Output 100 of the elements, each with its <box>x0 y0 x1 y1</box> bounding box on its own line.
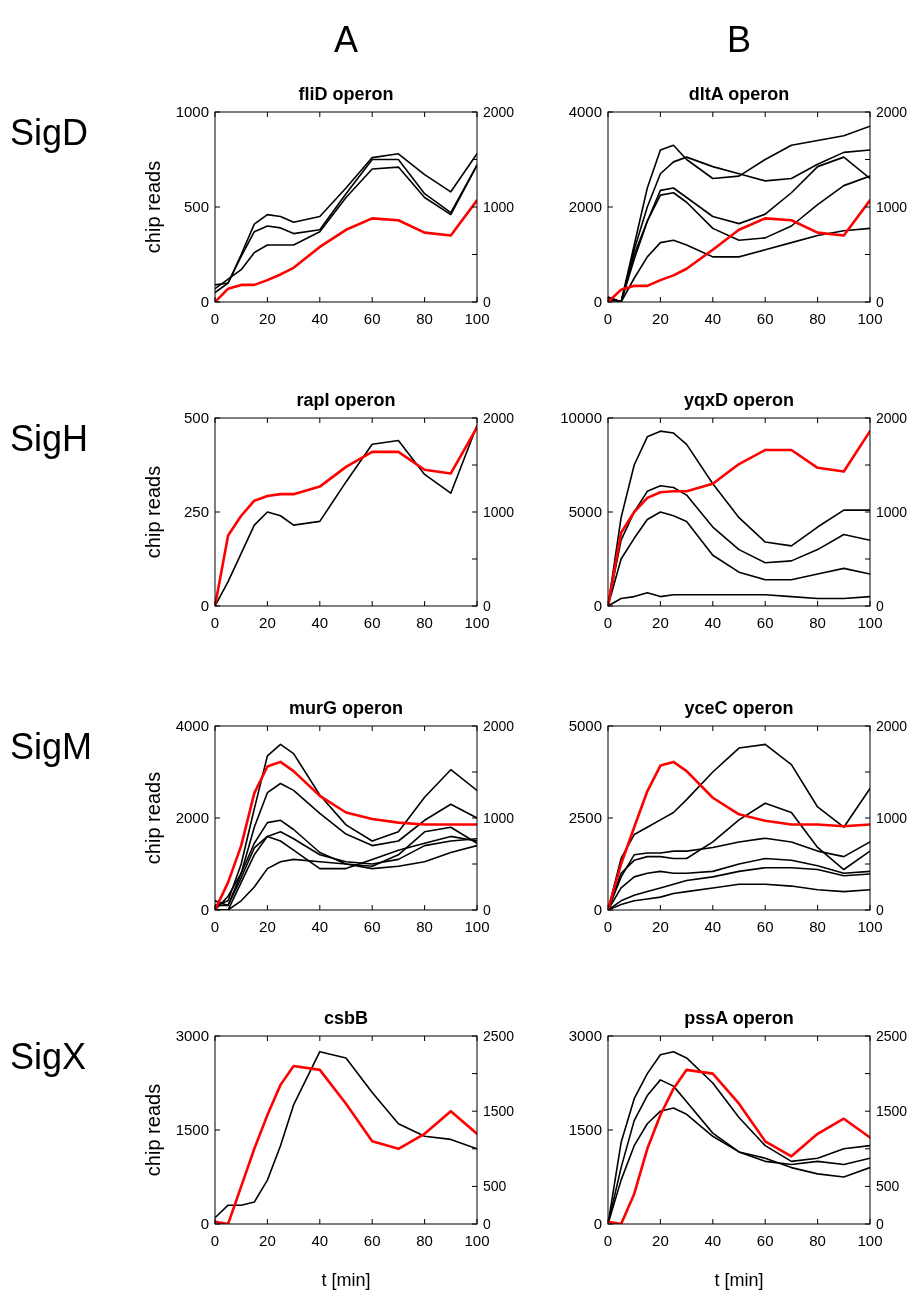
y2-tick-label: 1000 <box>483 199 515 215</box>
x-tick-label: 40 <box>704 614 722 631</box>
x-axis-title: t [min] <box>714 1270 764 1290</box>
x-tick-label: 100 <box>464 614 490 631</box>
text: A <box>333 19 359 60</box>
y-tick-label: 2000 <box>175 809 209 826</box>
text: SigD <box>10 112 89 153</box>
y-tick-label: 0 <box>593 1215 602 1232</box>
chart-title: dltA operon <box>688 84 790 104</box>
x-tick-label: 60 <box>363 614 381 631</box>
y-tick-label: 5000 <box>568 503 602 520</box>
x-tick-label: 80 <box>809 614 826 631</box>
text: SigH <box>10 418 89 459</box>
chart-title: murG operon <box>288 698 404 718</box>
chart-title: fliD operon <box>298 84 394 104</box>
y2-tick-label: 2000 <box>483 104 515 120</box>
y2-tick-label: 1000 <box>483 504 515 520</box>
y-tick-label: 3000 <box>568 1027 602 1044</box>
y2-tick-label: 0 <box>876 598 884 614</box>
x-tick-label: 20 <box>259 614 276 631</box>
chart-title: pssA operon <box>684 1008 794 1028</box>
x-tick-label: 100 <box>857 310 883 327</box>
y2-tick-label: 500 <box>483 1178 507 1195</box>
x-tick-label: 100 <box>464 310 490 327</box>
x-tick-label: 20 <box>652 1232 669 1249</box>
y-tick-label: 1500 <box>175 1121 209 1138</box>
x-tick-label: 100 <box>857 1232 883 1249</box>
x-tick-label: 20 <box>652 614 669 631</box>
y-tick-label: 1500 <box>568 1121 602 1138</box>
x-tick-label: 20 <box>259 310 276 327</box>
x-tick-label: 60 <box>756 918 774 935</box>
x-tick-label: 100 <box>857 614 883 631</box>
x-tick-label: 60 <box>756 1232 774 1249</box>
text: SigM <box>10 726 93 767</box>
y2-tick-label: 0 <box>876 1216 884 1232</box>
y-tick-label: 0 <box>200 293 209 310</box>
x-tick-label: 80 <box>416 1232 433 1249</box>
y-tick-label: 0 <box>593 597 602 614</box>
y2-tick-label: 1500 <box>876 1103 908 1120</box>
x-tick-label: 100 <box>464 1232 490 1249</box>
y2-tick-label: 2000 <box>483 718 515 734</box>
x-tick-label: 100 <box>857 918 883 935</box>
y-tick-label: 0 <box>593 293 602 310</box>
y-tick-label: 500 <box>183 409 209 426</box>
x-tick-label: 80 <box>416 614 433 631</box>
x-tick-label: 60 <box>363 310 381 327</box>
x-tick-label: 40 <box>311 918 329 935</box>
y2-tick-label: 1000 <box>876 199 908 215</box>
chart-title: yceC operon <box>684 698 794 718</box>
y2-tick-label: 0 <box>483 902 491 918</box>
chart-title: rapI operon <box>296 390 396 410</box>
x-tick-label: 60 <box>363 1232 381 1249</box>
x-tick-label: 80 <box>416 918 433 935</box>
y-axis-title: chip reads <box>142 465 164 559</box>
y2-tick-label: 1500 <box>483 1103 515 1120</box>
y-tick-label: 3000 <box>175 1027 209 1044</box>
y2-tick-label: 1000 <box>876 504 908 520</box>
x-tick-label: 80 <box>416 310 433 327</box>
y-tick-label: 10000 <box>560 409 602 426</box>
y-axis-title: chip reads <box>142 771 164 865</box>
y-axis-title: chip reads <box>142 1083 164 1177</box>
x-tick-label: 40 <box>704 310 722 327</box>
y2-tick-label: 2500 <box>876 1028 908 1044</box>
y2-tick-label: 2000 <box>483 410 515 426</box>
y-tick-label: 1000 <box>175 103 209 120</box>
y2-tick-label: 2000 <box>876 718 908 734</box>
chart-title: yqxD operon <box>683 390 795 410</box>
x-tick-label: 80 <box>809 310 826 327</box>
y2-tick-label: 0 <box>876 294 884 310</box>
y-tick-label: 250 <box>183 503 209 520</box>
x-tick-label: 60 <box>363 918 381 935</box>
chart-title: csbB <box>323 1008 369 1028</box>
y2-tick-label: 1000 <box>483 810 515 826</box>
x-tick-label: 40 <box>311 614 329 631</box>
y-tick-label: 2000 <box>568 198 602 215</box>
x-tick-label: 80 <box>809 918 826 935</box>
y-tick-label: 4000 <box>175 717 209 734</box>
y-tick-label: 0 <box>200 901 209 918</box>
x-tick-label: 20 <box>652 918 669 935</box>
y-tick-label: 2500 <box>568 809 602 826</box>
x-tick-label: 20 <box>259 1232 276 1249</box>
y2-tick-label: 0 <box>483 598 491 614</box>
x-tick-label: 100 <box>464 918 490 935</box>
y2-tick-label: 0 <box>483 1216 491 1232</box>
y-tick-label: 5000 <box>568 717 602 734</box>
x-tick-label: 40 <box>704 918 722 935</box>
y2-tick-label: 2000 <box>876 104 908 120</box>
x-tick-label: 20 <box>652 310 669 327</box>
x-tick-label: 40 <box>311 1232 329 1249</box>
y-tick-label: 0 <box>593 901 602 918</box>
text: B <box>726 19 752 60</box>
y-axis-title: chip reads <box>142 160 164 254</box>
y-tick-label: 0 <box>200 597 209 614</box>
x-tick-label: 60 <box>756 310 774 327</box>
x-tick-label: 40 <box>311 310 329 327</box>
x-tick-label: 40 <box>704 1232 722 1249</box>
y2-tick-label: 1000 <box>876 810 908 826</box>
y-tick-label: 4000 <box>568 103 602 120</box>
y-tick-label: 0 <box>200 1215 209 1232</box>
y2-tick-label: 2000 <box>876 410 908 426</box>
